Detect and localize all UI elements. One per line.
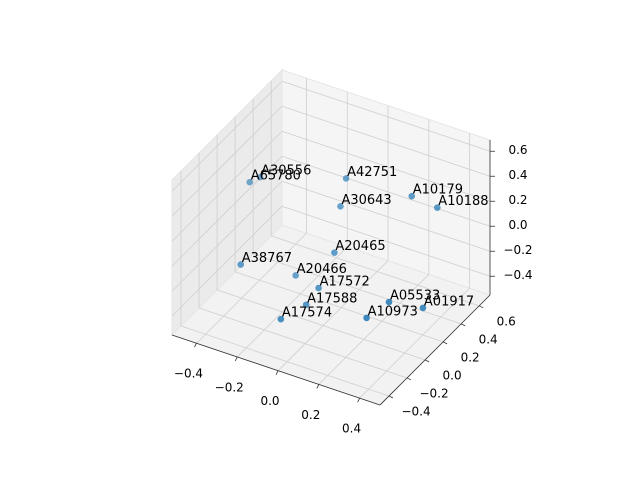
grid-line <box>359 287 470 399</box>
point <box>315 284 322 292</box>
point <box>385 298 393 306</box>
point <box>331 249 338 256</box>
tick-mark <box>424 359 430 363</box>
point-label: A01917 <box>424 294 474 309</box>
grid-line <box>171 155 283 267</box>
point-label: A10179 <box>413 183 463 198</box>
point <box>302 301 310 309</box>
tick-mark <box>316 384 320 389</box>
point <box>419 304 427 312</box>
grid-line <box>281 205 491 277</box>
axis-line <box>379 294 491 406</box>
point-label: A65780 <box>251 169 301 184</box>
tick-mark <box>194 343 197 348</box>
tick-mark <box>388 395 394 399</box>
grid-line <box>234 271 444 343</box>
grid-line <box>253 253 462 325</box>
x-tick-label: 0.4 <box>342 422 361 436</box>
point <box>237 261 245 268</box>
grid-line <box>281 105 491 177</box>
y-tick-label: 0.4 <box>479 332 498 346</box>
point-label: A20465 <box>335 239 385 254</box>
grid-line <box>171 205 283 317</box>
x-tick-label: 0.2 <box>301 408 320 422</box>
point-label: A38767 <box>242 251 292 266</box>
point-label: A30556 <box>261 164 311 179</box>
point <box>408 192 416 200</box>
point-label: A17574 <box>282 306 332 321</box>
point <box>277 315 285 323</box>
point <box>246 178 254 186</box>
axis-line <box>171 334 381 406</box>
tick-mark <box>442 341 448 345</box>
y-tick-label: −0.2 <box>419 386 448 400</box>
z-tick-label: 0.4 <box>508 168 527 182</box>
tick-mark <box>357 397 360 403</box>
point <box>292 272 299 279</box>
point-label: A17588 <box>307 291 357 306</box>
point <box>363 314 370 322</box>
point <box>342 175 350 182</box>
y-tick-label: 0.0 <box>443 368 462 382</box>
grid-line <box>281 80 491 152</box>
grid-line <box>171 80 283 192</box>
point-label: A10188 <box>438 194 488 209</box>
grid-line <box>171 130 283 242</box>
point-label: A05533 <box>390 289 440 304</box>
point-label: A20466 <box>297 262 347 277</box>
grid-line <box>216 289 426 361</box>
tick-mark <box>479 305 484 309</box>
grid-line <box>318 274 430 385</box>
grid-line <box>281 155 491 227</box>
z-tick-label: 0.0 <box>508 218 527 232</box>
grid-line <box>171 180 283 292</box>
point-label: A30643 <box>341 193 391 208</box>
point <box>337 203 344 210</box>
grid-line <box>281 130 491 202</box>
tick-mark <box>275 370 279 375</box>
point <box>434 204 441 211</box>
y-tick-label: 0.6 <box>497 314 516 328</box>
z-tick-label: 0.6 <box>508 143 527 157</box>
grid-line <box>171 105 283 217</box>
grid-line <box>236 246 348 358</box>
point <box>256 173 264 181</box>
point-label: A10973 <box>368 304 418 319</box>
point-label: A42751 <box>347 165 397 180</box>
tick-mark <box>234 356 238 362</box>
x-tick-label: −0.4 <box>174 367 203 381</box>
y-tick-label: −0.4 <box>401 404 430 418</box>
tick-mark <box>460 323 466 327</box>
z-tick-label: 0.2 <box>508 193 527 207</box>
x-tick-label: 0.0 <box>260 394 279 408</box>
grid-line <box>271 235 480 307</box>
x-tick-label: −0.2 <box>215 380 244 394</box>
grid-line <box>198 307 408 379</box>
grid-line <box>196 232 307 344</box>
grid-line <box>281 180 491 252</box>
z-tick-label: −0.2 <box>503 243 532 257</box>
grid-line <box>180 325 390 397</box>
y-tick-label: 0.2 <box>461 350 480 364</box>
point-label: A17572 <box>320 275 370 290</box>
z-tick-label: −0.4 <box>503 268 532 282</box>
tick-mark <box>406 377 412 381</box>
grid-line <box>277 260 389 371</box>
